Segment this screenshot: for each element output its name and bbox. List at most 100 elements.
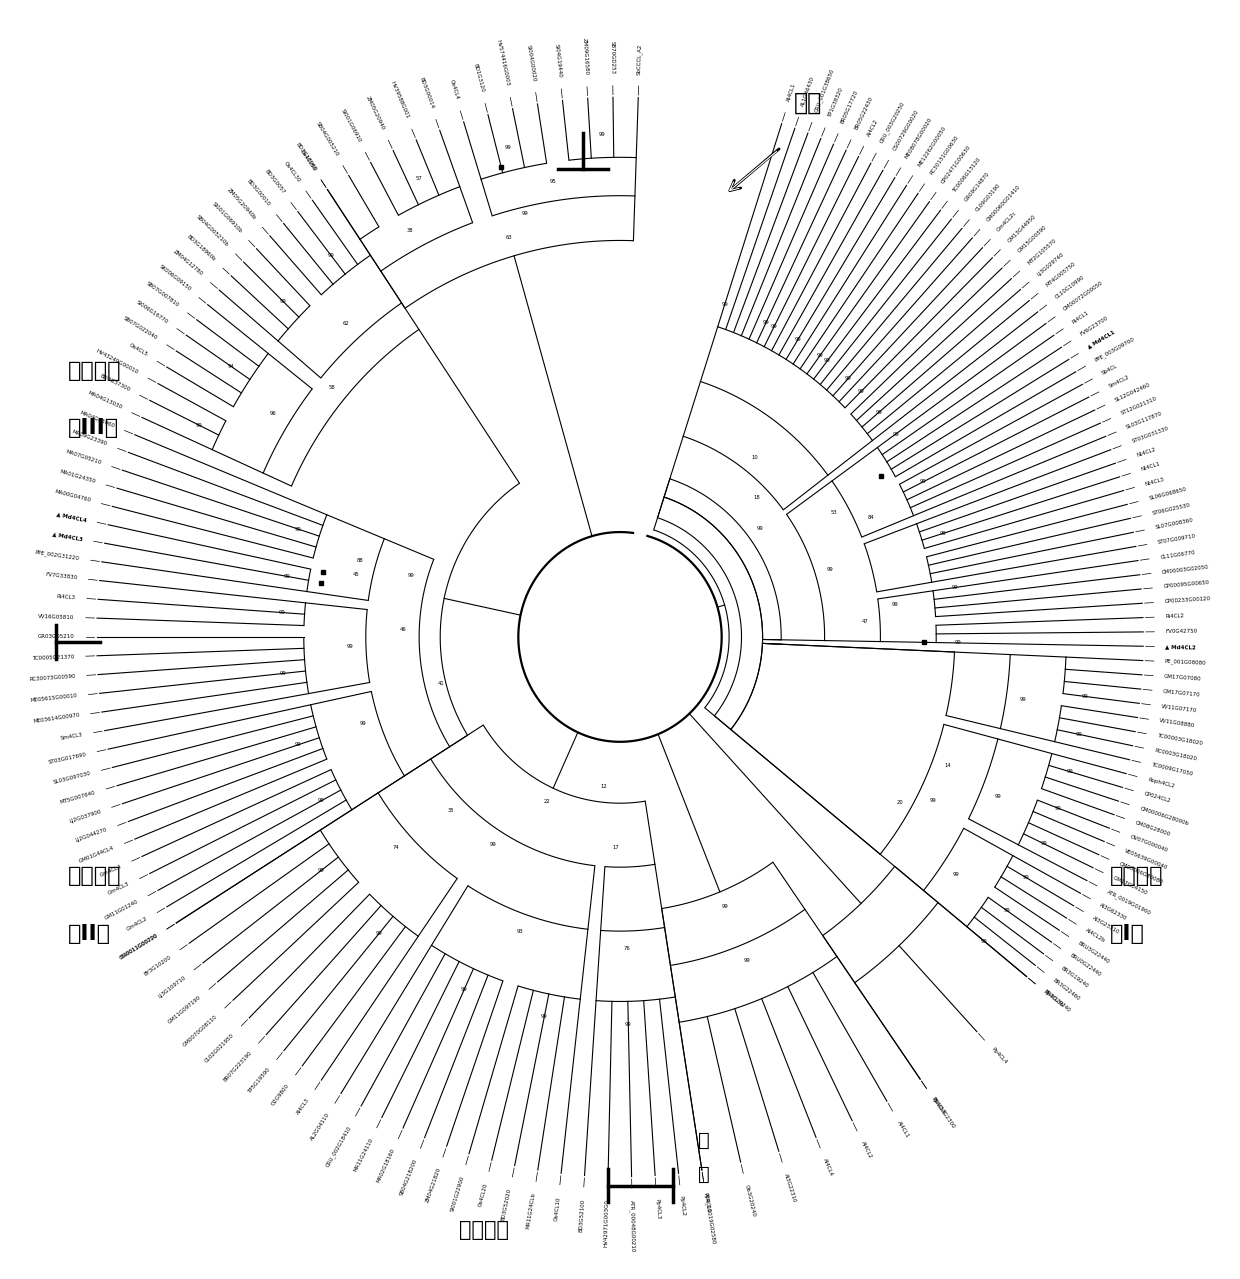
Text: 99: 99	[892, 601, 898, 606]
Text: GM11G01240: GM11G01240	[104, 899, 139, 921]
Text: ZM09G16580: ZM09G16580	[582, 38, 589, 75]
Text: 18: 18	[754, 495, 760, 500]
Text: 94: 94	[228, 365, 234, 370]
Text: ST07G009710: ST07G009710	[1157, 533, 1197, 545]
Text: ST12G021310: ST12G021310	[1120, 396, 1158, 416]
Text: Pp4CL4: Pp4CL4	[991, 1046, 1008, 1065]
Text: CM00006G80080: CM00006G80080	[1118, 862, 1164, 885]
Text: 99: 99	[771, 324, 777, 329]
Text: BD3G00010: BD3G00010	[246, 179, 272, 207]
Text: 99: 99	[1040, 842, 1047, 847]
Text: 99: 99	[1023, 875, 1029, 880]
Text: BY3G10200: BY3G10200	[143, 954, 172, 976]
Text: MT4G005750: MT4G005750	[1045, 261, 1076, 288]
Text: 99: 99	[952, 585, 959, 590]
Text: Sb4CL: Sb4CL	[1101, 363, 1118, 376]
Text: HV39588G001: HV39588G001	[389, 81, 409, 120]
Text: Nt4CL1: Nt4CL1	[1141, 462, 1161, 472]
Text: Os4CL4: Os4CL4	[449, 79, 459, 101]
Text: LJ3G109710: LJ3G109710	[157, 975, 187, 999]
Text: GM0070G08110: GM0070G08110	[182, 1014, 218, 1048]
Text: ZM05G20940b: ZM05G20940b	[226, 187, 257, 220]
Text: At4CL1: At4CL1	[786, 82, 797, 102]
Text: 96: 96	[269, 411, 277, 416]
Text: BR07G223190: BR07G223190	[222, 1050, 253, 1082]
Text: 衣: 衣	[698, 1165, 711, 1183]
Text: Gm4CL2: Gm4CL2	[126, 916, 149, 932]
Text: BD3G18960b: BD3G18960b	[186, 234, 216, 262]
Text: 45: 45	[353, 572, 360, 577]
Text: 22: 22	[544, 798, 551, 803]
Text: CRU_003G20250: CRU_003G20250	[879, 101, 906, 145]
Text: 35: 35	[448, 808, 455, 812]
Text: ▲ Md4CL3: ▲ Md4CL3	[52, 531, 83, 542]
Text: CP00233G00120: CP00233G00120	[1164, 596, 1210, 605]
Text: Pp4CL3: Pp4CL3	[655, 1198, 661, 1219]
Text: BD1G3120: BD1G3120	[472, 63, 485, 93]
Text: CL02G021950: CL02G021950	[205, 1032, 236, 1063]
Text: 20: 20	[897, 801, 903, 804]
Text: CL10G10990: CL10G10990	[1054, 275, 1085, 301]
Text: Os4CL5: Os4CL5	[128, 343, 149, 358]
Text: ▲ Md4CL2: ▲ Md4CL2	[1166, 645, 1197, 650]
Text: Roph4CL2: Roph4CL2	[1147, 778, 1176, 789]
Text: 46: 46	[399, 627, 407, 632]
Text: TP5G19590: TP5G19590	[247, 1067, 272, 1095]
Text: 99: 99	[722, 302, 728, 307]
Text: Gm4CL3: Gm4CL3	[108, 881, 130, 897]
Text: TP1G38320: TP1G38320	[827, 87, 844, 118]
Text: GM11G097190: GM11G097190	[167, 995, 202, 1024]
Text: AL1G46430: AL1G46430	[800, 75, 816, 107]
Text: Gm4CL4: Gm4CL4	[99, 863, 123, 877]
Text: 99: 99	[930, 798, 936, 803]
Text: 99: 99	[279, 610, 285, 615]
Text: 99: 99	[954, 872, 960, 877]
Text: Ri4CL3: Ri4CL3	[57, 593, 76, 600]
Text: 88: 88	[357, 558, 363, 563]
Text: Nt4CL2: Nt4CL2	[1136, 446, 1156, 458]
Text: 10: 10	[751, 455, 758, 460]
Text: 99: 99	[875, 409, 883, 414]
Text: SB70GD253: SB70GD253	[610, 41, 615, 74]
Text: BD3G18960: BD3G18960	[294, 142, 317, 171]
Text: GM13G44950: GM13G44950	[1007, 214, 1037, 243]
Text: ATR_00048G00210: ATR_00048G00210	[629, 1200, 636, 1252]
Text: 93: 93	[516, 929, 523, 934]
Text: Sm4CL3: Sm4CL3	[60, 732, 83, 741]
Text: 14: 14	[945, 762, 951, 767]
Text: VE05639G00040: VE05639G00040	[1123, 848, 1169, 870]
Text: MT2G105570: MT2G105570	[1027, 237, 1058, 265]
Text: Al4CL2b: Al4CL2b	[1085, 929, 1106, 944]
Text: GR09G14870: GR09G14870	[963, 171, 991, 203]
Text: Os4CL50: Os4CL50	[299, 148, 317, 171]
Text: LJ2G037900: LJ2G037900	[68, 808, 102, 824]
Text: Ri4CL2: Ri4CL2	[1166, 614, 1184, 619]
Text: MA00G04760: MA00G04760	[55, 490, 92, 503]
Text: Al4CL3: Al4CL3	[295, 1097, 310, 1117]
Text: 被子植物: 被子植物	[68, 361, 122, 381]
Text: SB04G005210b: SB04G005210b	[195, 215, 229, 248]
Text: MA07G05210: MA07G05210	[64, 449, 102, 466]
Text: Gm4CL2c: Gm4CL2c	[996, 210, 1018, 233]
Text: GM17G04150: GM17G04150	[1112, 875, 1148, 895]
Text: BRU0G22440: BRU0G22440	[1069, 953, 1101, 978]
Text: 99: 99	[283, 574, 290, 579]
Text: Pp4CL5: Pp4CL5	[931, 1096, 947, 1117]
Text: ZM04G21820: ZM04G21820	[424, 1168, 441, 1204]
Text: BR3G19240: BR3G19240	[1060, 966, 1090, 989]
Text: 99: 99	[541, 1014, 548, 1019]
Text: 99: 99	[329, 253, 335, 258]
Text: BRU04G2300: BRU04G2300	[931, 1096, 956, 1129]
Text: LJ3G029740: LJ3G029740	[1035, 251, 1065, 276]
Text: Pp4CL3b: Pp4CL3b	[1043, 989, 1064, 1008]
Text: VV11G08880: VV11G08880	[1159, 719, 1195, 729]
Text: 99: 99	[599, 132, 605, 137]
Text: SB04G218200: SB04G218200	[399, 1157, 419, 1196]
Text: MA09G23390: MA09G23390	[72, 430, 108, 446]
Text: 99: 99	[317, 798, 325, 803]
Text: 99: 99	[280, 671, 286, 675]
Text: 99: 99	[756, 526, 763, 531]
Text: 99: 99	[505, 145, 512, 150]
Text: MA04G13030: MA04G13030	[87, 390, 123, 411]
Text: CL11G06770: CL11G06770	[1159, 550, 1195, 560]
